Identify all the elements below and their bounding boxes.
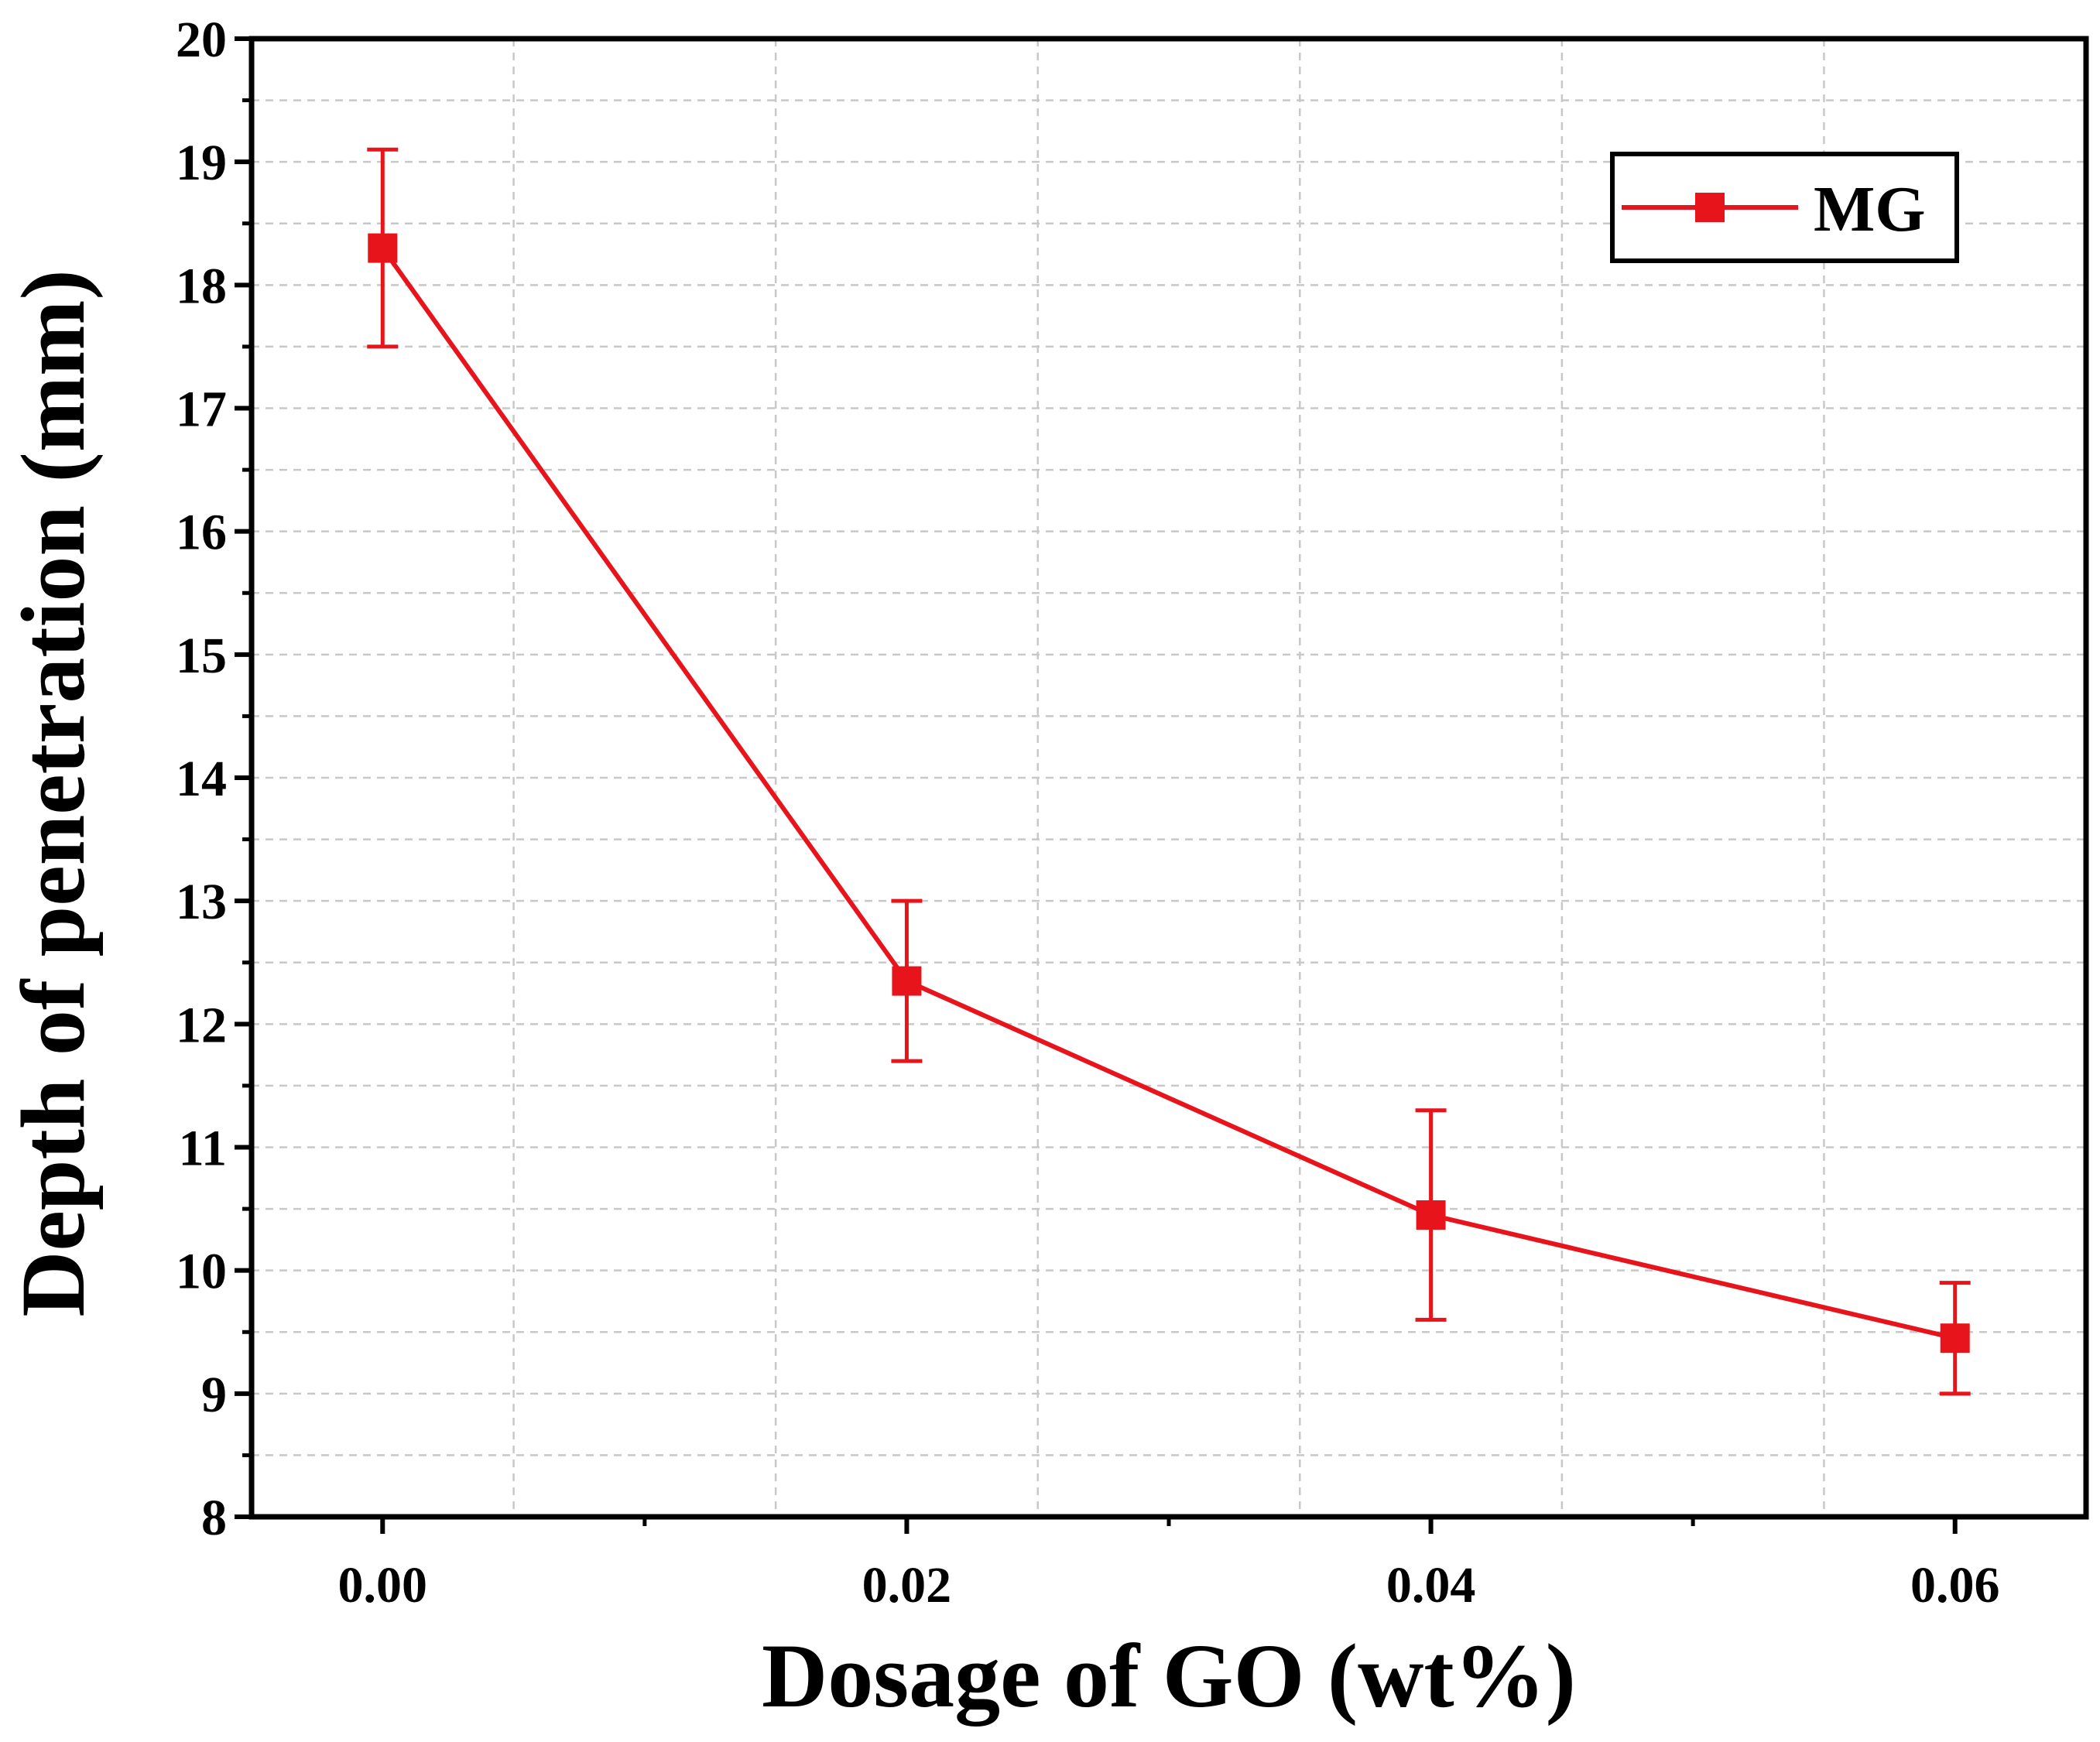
y-tick-label: 16 bbox=[176, 505, 227, 561]
data-point-marker bbox=[892, 966, 922, 996]
y-tick-label: 19 bbox=[176, 135, 227, 191]
y-tick-label: 12 bbox=[176, 997, 227, 1053]
grid-lines bbox=[252, 39, 2086, 1517]
y-tick-label: 9 bbox=[201, 1367, 227, 1423]
axis-ticks bbox=[235, 36, 1958, 1534]
y-tick-label: 15 bbox=[176, 628, 227, 684]
y-axis-title: Depth of penetration (mm) bbox=[2, 269, 104, 1317]
y-tick-label: 11 bbox=[179, 1121, 227, 1177]
legend-label-mg: MG bbox=[1814, 173, 1926, 245]
y-tick-label: 20 bbox=[176, 12, 227, 68]
x-axis-title: Dosage of GO (wt%) bbox=[762, 1625, 1576, 1727]
data-point-marker bbox=[368, 233, 398, 263]
y-tick-label: 13 bbox=[176, 874, 227, 930]
data-point-marker bbox=[1416, 1200, 1446, 1230]
x-tick-label: 0.04 bbox=[1386, 1557, 1476, 1614]
x-tick-label: 0.02 bbox=[862, 1557, 952, 1614]
data-point-marker bbox=[1940, 1323, 1970, 1354]
series-line-mg bbox=[380, 246, 1956, 1341]
y-tick-label: 17 bbox=[176, 382, 227, 438]
y-tick-label: 10 bbox=[176, 1244, 227, 1300]
x-tick-label: 0.00 bbox=[338, 1557, 428, 1614]
axis-tick-labels: 8 9 10 11 12 13 14 15 16 17 18 19 20 0.00 0.02 0.04 0.06 bbox=[176, 12, 1999, 1614]
series-layer bbox=[367, 147, 1971, 1396]
legend: MG bbox=[1610, 152, 1959, 263]
y-tick-label: 18 bbox=[176, 258, 227, 314]
x-tick-label: 0.06 bbox=[1910, 1557, 2000, 1614]
y-tick-label: 14 bbox=[176, 751, 227, 807]
legend-marker-square bbox=[1695, 193, 1725, 222]
y-tick-label: 8 bbox=[201, 1490, 227, 1546]
